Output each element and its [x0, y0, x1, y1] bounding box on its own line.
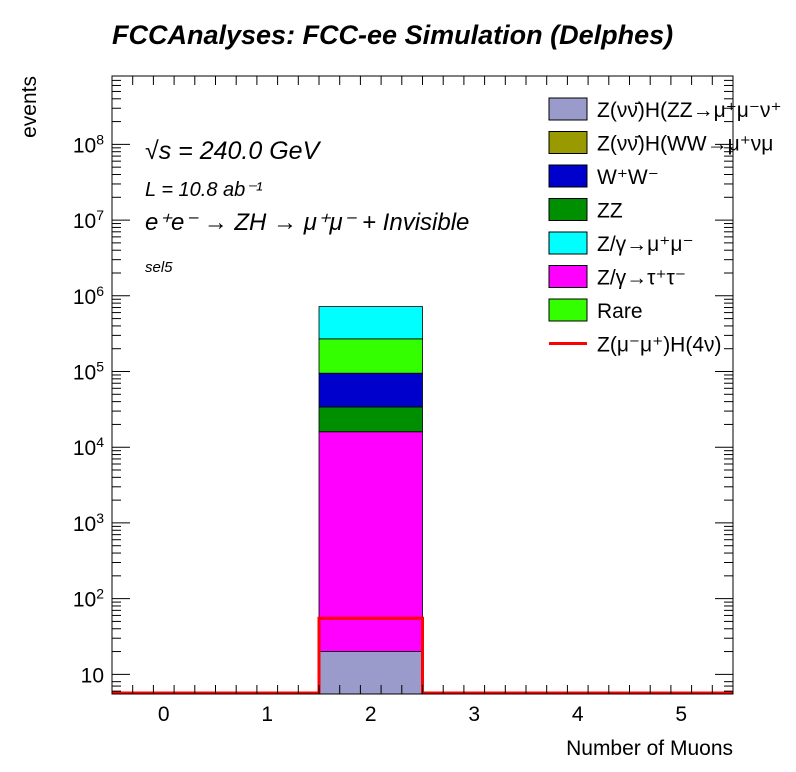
x-tick-label: 0: [158, 703, 170, 726]
chart-title: FCCAnalyses: FCC-ee Simulation (Delphes): [112, 20, 674, 50]
legend-label-0: Z(νν̄)H(ZZ→μ⁺μ⁻ν⁺: [597, 99, 782, 122]
legend-swatch-1: [548, 131, 588, 154]
annotation-layer: √s = 240.0 GeV L = 10.8 ab⁻¹ e⁺e⁻ → ZH → μ…: [145, 137, 469, 276]
x-tick-label: 3: [468, 703, 480, 726]
stack-bar-1: [318, 431, 423, 652]
x-axis-label: Number of Muons: [566, 737, 733, 760]
legend-swatch-6: [548, 298, 588, 322]
legend-label-4: Z/γ→μ⁺μ⁻: [597, 233, 694, 256]
stack-bar-5: [318, 306, 423, 340]
legend-label-2: W⁺W⁻: [597, 166, 659, 189]
y-tick-label: 103: [73, 510, 104, 536]
legend-swatch-0: [548, 97, 588, 121]
legend-label-1: Z(νν̄)H(WW→μ⁺νμ: [597, 133, 773, 156]
legend-swatch-3: [548, 198, 588, 221]
y-tick-label: 107: [73, 207, 104, 233]
x-tick-label: 1: [261, 703, 273, 726]
label-layer: Number of Muons events: [18, 76, 733, 760]
luminosity-annotation: L = 10.8 ab⁻¹: [145, 179, 263, 201]
legend-label-3: ZZ: [597, 200, 623, 223]
x-tick-label: 4: [572, 703, 584, 726]
y-tick-label: 10: [81, 664, 104, 687]
legend-layer: Z(νν̄)H(ZZ→μ⁺μ⁻ν⁺ Z(νν̄)H(WW→μ⁺νμ W⁺W⁻ ZZ Z/…: [548, 97, 782, 357]
legend-label-6: Rare: [597, 300, 643, 323]
legend-swatch-5: [548, 265, 588, 288]
tick-layer: 0 1 2 3 4 5 10 102 103 104 105 106 107 108: [73, 75, 734, 726]
y-axis-label: events: [18, 76, 41, 138]
stack-layer: [318, 306, 423, 695]
signal-layer: [112, 616, 733, 695]
selection-annotation: sel5: [145, 259, 173, 276]
x-tick-label: 2: [365, 703, 377, 726]
process-annotation: e⁺e⁻ → ZH → μ⁺μ⁻ + Invisible: [145, 209, 469, 236]
stack-bar-3: [318, 372, 423, 408]
y-tick-label: 106: [73, 283, 104, 309]
signal-line: [112, 616, 733, 695]
legend-swatch-4: [548, 231, 588, 255]
y-tick-label: 102: [73, 586, 104, 612]
energy-annotation: √s = 240.0 GeV: [145, 137, 322, 165]
x-tick-label: 5: [675, 703, 687, 726]
legend-label-7: Z(μ⁻μ⁺)H(4ν): [597, 334, 722, 357]
legend-label-5: Z/γ→τ⁺τ⁻: [597, 267, 686, 290]
y-tick-label: 108: [73, 131, 104, 157]
y-tick-label: 104: [73, 434, 104, 460]
stack-bar-4: [318, 338, 423, 374]
y-tick-label: 105: [73, 359, 104, 385]
legend-swatch-2: [548, 164, 588, 188]
stack-bar-0: [318, 651, 423, 695]
stack-bar-2: [318, 406, 423, 433]
